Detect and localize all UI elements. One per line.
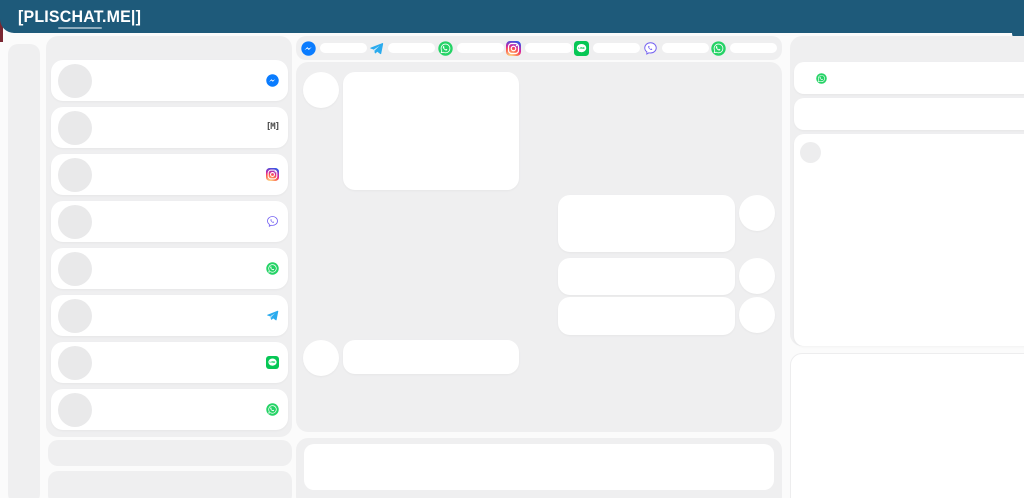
conversation-item[interactable]: [51, 248, 288, 289]
account-label-placeholder: [593, 43, 641, 53]
details-card: [794, 134, 1024, 346]
account-label-placeholder: [388, 43, 436, 53]
message-incoming: [303, 340, 519, 376]
conversation-list: [M] LINE: [51, 60, 288, 430]
avatar: [739, 297, 775, 333]
message-outgoing: [558, 195, 775, 252]
whatsapp-icon: [711, 40, 726, 56]
message-bubble: [343, 72, 519, 190]
message-input[interactable]: [304, 444, 774, 490]
conversation-item[interactable]: LINE: [51, 342, 288, 383]
conversation-item[interactable]: [51, 201, 288, 242]
avatar: [800, 142, 821, 163]
account-label-placeholder: [729, 43, 777, 53]
details-panel: [790, 36, 1024, 346]
account-label-placeholder: [320, 43, 367, 53]
platform-account-bar: LINE: [296, 36, 782, 60]
logo-tagline: [58, 27, 102, 29]
app-logo: [PLISCHAT.ME|]: [18, 7, 142, 26]
messenger-icon: [301, 40, 316, 56]
line-icon: LINE: [266, 356, 279, 369]
messenger-icon: [266, 74, 279, 87]
conversation-item[interactable]: [51, 154, 288, 195]
conversation-sidebar: [M] LINE: [46, 36, 292, 437]
details-row-1[interactable]: [794, 62, 1024, 94]
avatar: [58, 298, 92, 333]
viber-icon: [266, 215, 279, 228]
telegram-icon: [369, 41, 384, 56]
unknown-platform-icon: [M]: [265, 122, 280, 132]
account-label-placeholder: [524, 43, 572, 53]
avatar: [739, 258, 775, 294]
conversation-item[interactable]: [M]: [51, 107, 288, 148]
avatar: [58, 204, 92, 239]
avatar: [303, 72, 339, 108]
instagram-icon: [266, 168, 279, 181]
platform-account-tab[interactable]: LINE: [574, 40, 641, 56]
avatar: [58, 345, 92, 380]
account-label-placeholder: [456, 43, 504, 53]
whatsapp-icon: [266, 262, 279, 275]
telegram-icon: [266, 309, 279, 322]
platform-account-tab[interactable]: [437, 40, 504, 56]
conversation-item[interactable]: [51, 389, 288, 430]
message-outgoing: [558, 258, 775, 295]
chat-area: [296, 62, 782, 432]
sidebar-footer-bar-1: [48, 440, 292, 466]
whatsapp-icon: [266, 403, 279, 416]
bottom-right-card: [790, 353, 1024, 498]
message-bubble: [343, 340, 519, 374]
svg-text:LINE: LINE: [579, 46, 586, 50]
details-row-2[interactable]: [794, 98, 1024, 130]
avatar: [58, 110, 92, 145]
message-outgoing: [558, 297, 775, 335]
viber-icon: [643, 41, 658, 56]
message-bubble: [558, 195, 735, 252]
avatar: [58, 392, 92, 427]
message-incoming: [303, 72, 519, 190]
conversation-item[interactable]: [51, 295, 288, 336]
avatar: [58, 157, 92, 192]
platform-account-tab[interactable]: [505, 40, 572, 56]
app-header: [PLISCHAT.ME|]: [0, 0, 1024, 33]
platform-account-tab[interactable]: [643, 41, 709, 56]
svg-text:LINE: LINE: [270, 361, 276, 364]
platform-account-tab[interactable]: [301, 40, 367, 56]
avatar: [303, 340, 339, 376]
conversation-item[interactable]: [51, 60, 288, 101]
platform-account-tab[interactable]: [369, 41, 436, 56]
avatar: [58, 251, 92, 286]
message-bubble: [558, 297, 735, 335]
whatsapp-icon: [816, 72, 827, 84]
left-rail: [8, 44, 40, 498]
avatar: [58, 63, 92, 98]
sidebar-footer-bar-2: [48, 471, 292, 498]
account-label-placeholder: [661, 43, 709, 53]
avatar: [739, 195, 775, 231]
message-input-bar: [296, 438, 782, 498]
instagram-icon: [505, 40, 521, 56]
message-bubble: [558, 258, 735, 295]
line-icon: LINE: [574, 40, 590, 56]
whatsapp-icon: [437, 40, 453, 56]
platform-account-tab[interactable]: [711, 40, 777, 56]
